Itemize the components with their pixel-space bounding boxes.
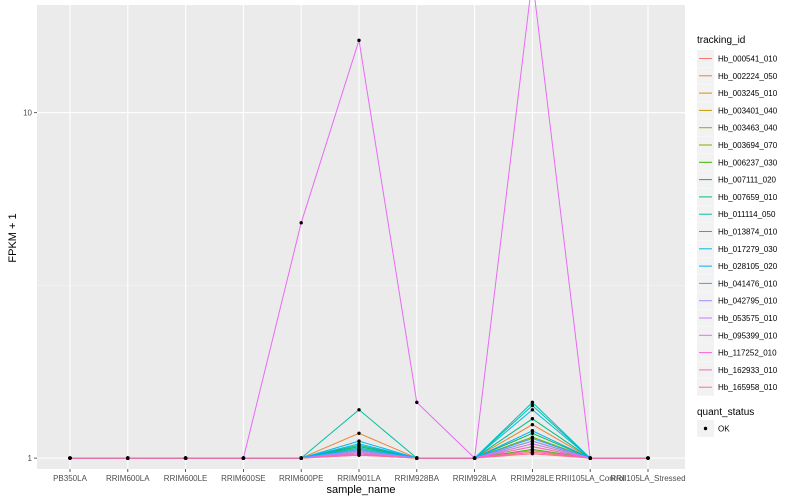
legend-label: Hb_003245_010 <box>718 89 778 98</box>
legend-label: Hb_007111_020 <box>718 176 777 185</box>
y-axis-title: FPKM + 1 <box>7 213 19 262</box>
data-point <box>68 456 72 460</box>
x-tick-label: PB350LA <box>53 474 87 483</box>
legend-point-label: OK <box>718 425 730 434</box>
legend-label: Hb_003694_070 <box>718 141 778 150</box>
legend-label: Hb_002224_050 <box>718 72 778 81</box>
legend-label: Hb_003463_040 <box>718 124 778 133</box>
data-point <box>646 456 650 460</box>
data-point <box>415 400 419 405</box>
data-point <box>415 456 419 460</box>
data-point <box>530 400 535 405</box>
data-point <box>241 456 246 460</box>
data-point <box>530 431 535 435</box>
y-tick-label: 1 <box>28 454 33 463</box>
data-point <box>299 456 303 460</box>
data-point <box>357 408 361 412</box>
legend-label: Hb_042795_010 <box>718 297 778 306</box>
data-point <box>357 431 361 435</box>
data-point <box>357 38 361 43</box>
data-point <box>530 436 535 441</box>
data-point <box>530 408 535 412</box>
x-tick-label: RRIM928BA <box>395 474 440 483</box>
legend-point-symbol <box>703 426 708 431</box>
x-tick-label: RRII105LA_Stressed <box>610 474 685 483</box>
data-point <box>530 444 535 449</box>
data-point <box>472 456 477 460</box>
data-point <box>530 417 535 421</box>
legend-label: Hb_165958_010 <box>718 383 778 392</box>
legend-label: Hb_028105_020 <box>718 262 778 271</box>
x-tick-label: RRIM928LA <box>453 474 497 483</box>
panel-background <box>37 5 685 469</box>
data-point <box>530 403 535 408</box>
legend-label: Hb_017279_030 <box>718 245 778 254</box>
legend-label: Hb_117252_010 <box>718 349 777 358</box>
legend-title-tracking-id: tracking_id <box>697 35 745 46</box>
legend-title-quant-status: quant_status <box>697 407 754 418</box>
legend: tracking_id Hb_000541_010Hb_002224_050Hb… <box>697 35 778 437</box>
legend-label: Hb_000541_010 <box>718 55 778 64</box>
data-point <box>530 449 535 453</box>
x-tick-label: RRIM600PE <box>279 474 323 483</box>
y-axis: 1 10 <box>23 109 37 463</box>
data-point <box>588 456 592 460</box>
legend-label: Hb_095399_010 <box>718 331 778 340</box>
x-tick-label: RRIM901LA <box>337 474 381 483</box>
x-tick-label: RRIM928LE <box>511 474 555 483</box>
data-point <box>126 456 130 460</box>
data-point <box>357 439 361 443</box>
legend-series-items: Hb_000541_010 Hb_002224_050 Hb_003245_010 H… <box>697 50 778 396</box>
data-point <box>530 451 535 456</box>
legend-label: Hb_007659_010 <box>718 193 778 202</box>
x-axis-title: sample_name <box>326 484 395 496</box>
legend-label: Hb_162933_010 <box>718 366 778 375</box>
legend-label: Hb_011114_050 <box>718 210 776 219</box>
legend-point-items: OK <box>697 420 730 437</box>
legend-label: Hb_053575_010 <box>718 314 778 323</box>
data-point <box>530 442 535 446</box>
data-point <box>530 439 535 443</box>
series-points <box>68 38 650 460</box>
x-tick-label: RRIM600LE <box>164 474 208 483</box>
legend-label: Hb_006237_030 <box>718 158 778 167</box>
x-tick-label: RRIM600SE <box>221 474 265 483</box>
grid-major-x <box>69 5 649 469</box>
x-tick-label: RRIM600LA <box>106 474 150 483</box>
y-tick-label: 10 <box>23 109 32 118</box>
data-point <box>183 456 188 460</box>
legend-label: Hb_041476_010 <box>718 279 778 288</box>
legend-label: Hb_003401_040 <box>718 106 778 115</box>
data-point <box>530 429 535 433</box>
data-point <box>357 453 361 457</box>
data-point <box>357 442 361 446</box>
x-axis: PB350LA RRIM600LA RRIM600LE RRIM600SE RRIM60… <box>53 469 686 483</box>
data-point <box>530 422 535 427</box>
data-point <box>299 221 303 225</box>
legend-label: Hb_013874_010 <box>718 228 778 237</box>
x-tick-label: RRII105LA_Control <box>556 474 626 483</box>
